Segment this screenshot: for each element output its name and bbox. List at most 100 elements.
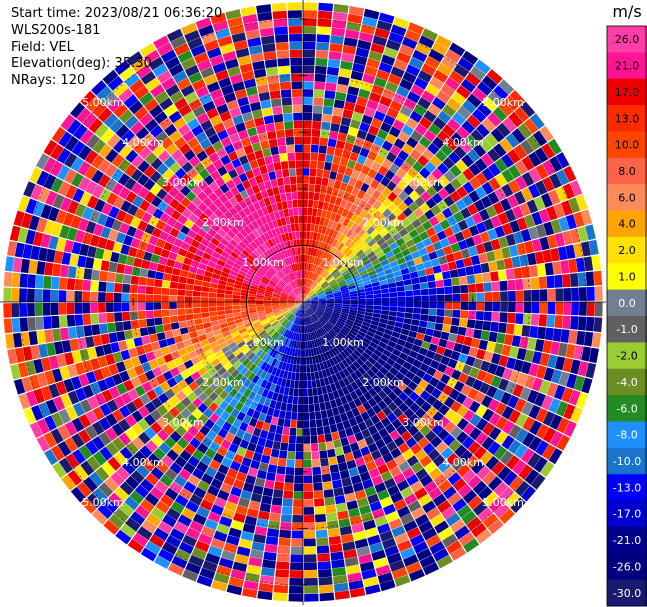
- range-gate: [570, 359, 581, 375]
- range-gate: [585, 362, 597, 379]
- range-gate: [322, 251, 328, 260]
- range-gate: [348, 194, 357, 204]
- range-gate: [307, 207, 313, 216]
- range-gate: [535, 224, 547, 238]
- range-gate: [490, 215, 502, 228]
- range-gate: [318, 306, 326, 310]
- range-gate: [344, 167, 354, 177]
- range-gate: [346, 229, 354, 238]
- range-gate: [303, 286, 305, 295]
- range-gate: [303, 294, 305, 302]
- range-gate: [373, 262, 382, 270]
- range-gate: [354, 216, 363, 226]
- range-gate: [303, 295, 307, 302]
- range-gate: [367, 196, 377, 206]
- range-gate: [332, 259, 340, 267]
- range-gate: [328, 279, 336, 285]
- range-gate: [315, 57, 328, 67]
- range-gate: [322, 113, 332, 123]
- range-gate: [342, 272, 351, 279]
- range-gate: [544, 262, 554, 276]
- range-gate: [315, 216, 321, 225]
- range-gate: [577, 361, 589, 377]
- range-gate: [361, 114, 373, 125]
- range-gate: [481, 167, 495, 181]
- range-gate: [381, 140, 393, 152]
- range-gate: [305, 287, 308, 295]
- range-gate: [311, 272, 316, 281]
- range-gate: [335, 140, 346, 150]
- range-gate: [389, 292, 398, 298]
- range-gate: [457, 326, 467, 336]
- range-gate: [474, 59, 491, 75]
- range-gate: [452, 112, 466, 126]
- range-gate: [310, 223, 315, 232]
- range-gate: [513, 231, 524, 244]
- range-gate: [440, 263, 450, 272]
- range-gate: [333, 180, 342, 190]
- range-gate: [516, 348, 527, 361]
- range-gate: [372, 210, 382, 220]
- range-gate: [422, 237, 433, 247]
- range-gate: [480, 195, 493, 209]
- range-gate: [379, 279, 388, 286]
- range-gate: [395, 237, 406, 247]
- range-gate: [337, 242, 345, 251]
- range-gate: [460, 284, 469, 294]
- range-gate: [382, 208, 392, 218]
- range-gate: [487, 91, 503, 106]
- range-gate: [591, 332, 602, 348]
- range-gate: [320, 260, 327, 268]
- colorbar-tick-label: -2.0: [616, 350, 637, 363]
- range-gate: [367, 150, 378, 161]
- range-gate: [312, 264, 317, 273]
- range-gate: [499, 312, 508, 323]
- range-gate: [487, 112, 502, 127]
- range-gate: [325, 235, 332, 245]
- range-gate: [379, 95, 392, 107]
- range-gate: [514, 191, 526, 205]
- range-gate: [465, 72, 481, 87]
- range-gate: [445, 253, 456, 263]
- range-gate: [441, 56, 457, 70]
- range-gate: [405, 302, 414, 308]
- range-gate: [475, 311, 484, 321]
- range-gate: [337, 206, 345, 216]
- range-gate: [530, 314, 540, 326]
- range-gate: [571, 287, 579, 301]
- range-gate: [409, 57, 424, 70]
- range-gate: [496, 332, 506, 344]
- range-gate: [429, 302, 437, 309]
- range-gate: [350, 213, 359, 223]
- range-gate: [550, 247, 560, 262]
- range-gate: [491, 281, 500, 292]
- range-gate: [364, 311, 373, 317]
- range-gate: [521, 156, 535, 171]
- range-gate: [333, 272, 341, 279]
- range-gate: [382, 232, 392, 242]
- range-gate: [334, 303, 343, 306]
- range-gate: [569, 228, 581, 244]
- range-gate: [307, 271, 311, 280]
- range-gate: [342, 304, 350, 307]
- range-gate: [361, 244, 370, 253]
- range-gate: [321, 209, 328, 218]
- range-gate: [303, 128, 312, 137]
- range-gate: [508, 179, 521, 194]
- range-gate: [331, 187, 340, 197]
- range-gate: [437, 175, 450, 188]
- range-gate: [303, 295, 308, 302]
- range-gate: [414, 77, 429, 90]
- range-gate: [407, 22, 424, 35]
- range-gate: [560, 260, 570, 274]
- range-gate: [363, 202, 372, 213]
- range-gate: [314, 184, 321, 193]
- range-gate: [428, 251, 438, 260]
- range-gate: [426, 274, 436, 282]
- range-gate: [402, 173, 414, 185]
- range-gate: [350, 243, 359, 252]
- range-gate: [309, 255, 313, 264]
- range-gate: [546, 275, 555, 289]
- range-gate: [474, 273, 484, 284]
- range-gate: [349, 293, 358, 297]
